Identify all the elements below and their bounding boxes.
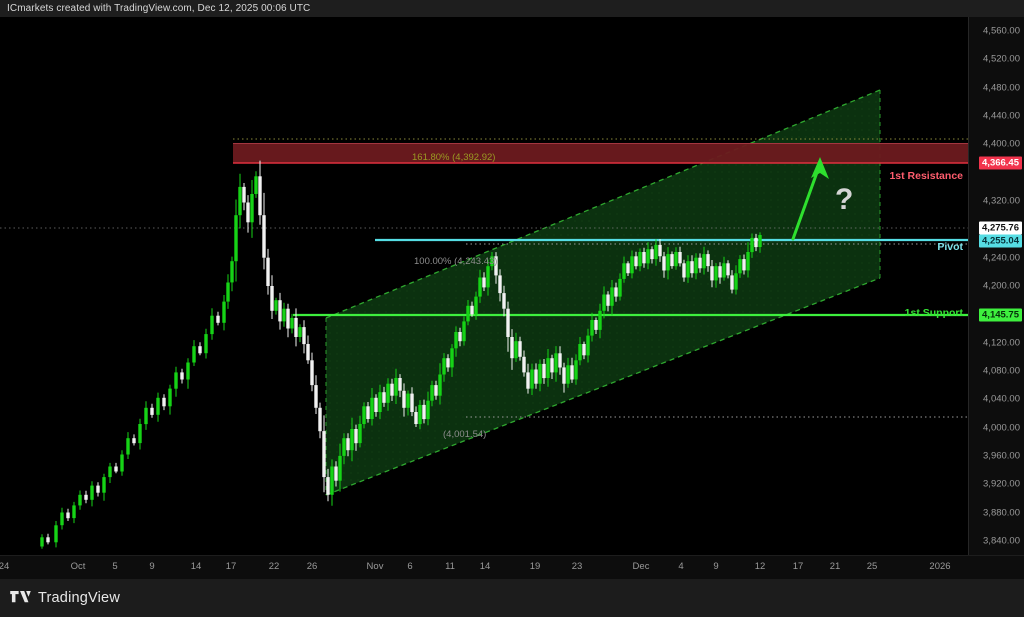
bullish-breakout-arrow-icon [791,157,829,241]
fibonacci-lines [0,138,968,418]
time-tick: 9 [713,561,719,572]
price-tick: 4,320.00 [983,195,1020,207]
resistance-zone-shape [233,143,968,164]
time-tick: Oct [70,561,86,572]
price-tick: 3,880.00 [983,507,1020,519]
price-tick: 3,840.00 [983,535,1020,547]
price-tick: 4,520.00 [983,53,1020,65]
price-tick: 4,240.00 [983,252,1020,264]
time-tick: 6 [407,561,413,572]
price-chip-support: 4,145.75 [979,308,1022,322]
question-mark-annotation: ? [835,183,854,216]
tradingview-wordmark: TradingView [38,590,120,606]
time-tick: 14 [479,561,491,572]
time-tick: 5 [112,561,118,572]
tradingview-logo-icon [10,591,31,603]
time-tick: 21 [829,561,841,572]
price-chip-last: 4,275.76 [979,221,1022,235]
fib-label-161: 161.80% (4,392.92) [412,152,496,163]
price-tick: 4,080.00 [983,365,1020,377]
price-tick: 4,040.00 [983,393,1020,405]
price-tick: 4,120.00 [983,337,1020,349]
price-tick: 3,920.00 [983,478,1020,490]
price-tick: 4,480.00 [983,82,1020,94]
time-tick: 4 [678,561,684,572]
time-tick: 26 [306,561,318,572]
price-chip-resistance: 4,366.45 [979,156,1022,170]
time-tick: 22 [268,561,280,572]
time-tick: 17 [225,561,237,572]
price-tick: 4,440.00 [983,110,1020,122]
time-tick: Dec [632,561,650,572]
time-tick: 11 [445,561,455,572]
resistance-level-label: 1st Resistance [889,170,963,182]
pivot-level-label: Pivot [937,241,963,253]
time-tick: 2026 [929,561,951,572]
time-tick: 24 [0,561,10,572]
fib-label-000: (4,001.54) [443,429,487,440]
time-tick: 25 [866,561,878,572]
time-tick: 19 [529,561,541,572]
price-tick: 4,400.00 [983,138,1020,150]
time-tick: 9 [149,561,155,572]
branding-footer: TradingView [0,579,1024,617]
price-tick: 4,000.00 [983,422,1020,434]
time-axis[interactable]: 24 Oct 5 9 14 17 22 26 Nov 6 11 14 19 23 Dec 4 9 12 17 21 25… [0,555,1024,579]
time-tick: 23 [571,561,583,572]
chart-attribution-bar: ICmarkets created with TradingView.com, … [0,0,1024,17]
price-tick: 4,200.00 [983,280,1020,292]
price-axis[interactable]: 4,560.00 4,520.00 4,480.00 4,440.00 4,400.00… [968,17,1024,555]
time-tick: 17 [792,561,804,572]
time-tick: Nov [366,561,384,572]
support-level-label: 1st Support [904,307,963,319]
ascending-channel-shape [325,89,881,496]
candlestick-series [40,160,762,549]
price-tick: 3,960.00 [983,450,1020,462]
time-tick: 14 [190,561,202,572]
chart-plot-area[interactable]: 161.80% (4,392.92) 100.00% (4,243.43) (4… [0,17,968,555]
time-tick: 12 [754,561,766,572]
drawings-layer [0,89,968,549]
fib-label-100: 100.00% (4,243.43) [414,256,498,267]
price-tick: 4,560.00 [983,25,1020,37]
price-chip-pivot: 4,255.04 [979,234,1022,248]
